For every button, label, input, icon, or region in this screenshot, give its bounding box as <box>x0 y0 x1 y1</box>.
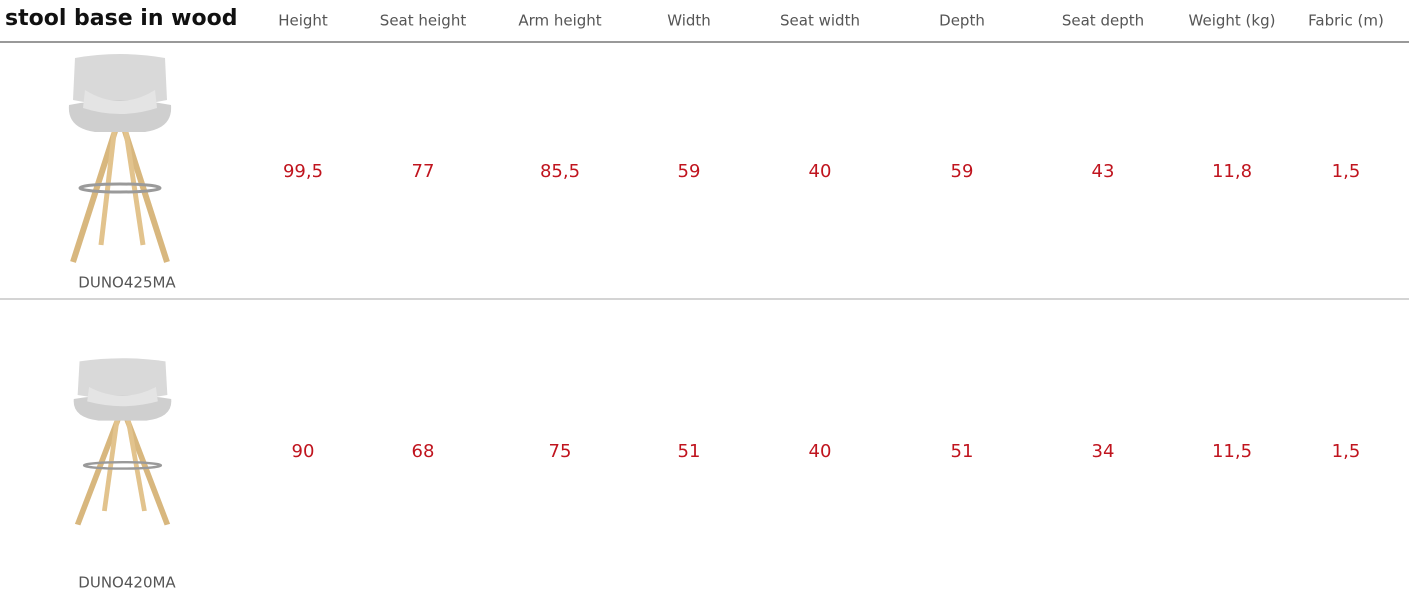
column-header: Depth <box>939 12 985 30</box>
spec-value: 77 <box>412 161 435 182</box>
column-header: Width <box>667 12 711 30</box>
spec-value: 40 <box>809 161 832 182</box>
spec-value: 34 <box>1092 441 1115 462</box>
spec-value: 59 <box>678 161 701 182</box>
spec-value: 43 <box>1092 161 1115 182</box>
column-header: Arm height <box>518 12 601 30</box>
spec-value: 11,5 <box>1212 441 1252 462</box>
spec-value: 90 <box>292 441 315 462</box>
column-header: Seat width <box>780 12 860 30</box>
column-header: Seat height <box>380 12 467 30</box>
spec-table: stool base in wood Height Seat height Arm … <box>0 0 1409 594</box>
product-image <box>74 358 172 524</box>
product-code: DUNO420MA <box>78 574 176 592</box>
spec-value: 11,8 <box>1212 161 1252 182</box>
spec-value: 85,5 <box>540 161 580 182</box>
product-image <box>69 54 171 262</box>
column-header: Seat depth <box>1062 12 1144 30</box>
spec-value: 40 <box>809 441 832 462</box>
column-header: Height <box>278 12 328 30</box>
spec-value: 59 <box>951 161 974 182</box>
column-header: Weight (kg) <box>1189 12 1276 30</box>
spec-value: 51 <box>678 441 701 462</box>
product-code: DUNO425MA <box>78 274 176 292</box>
table-title: stool base in wood <box>5 6 237 31</box>
spec-value: 1,5 <box>1332 161 1361 182</box>
spec-value: 75 <box>549 441 572 462</box>
spec-value: 68 <box>412 441 435 462</box>
spec-value: 99,5 <box>283 161 323 182</box>
column-header: Fabric (m) <box>1308 12 1384 30</box>
spec-value: 1,5 <box>1332 441 1361 462</box>
spec-value: 51 <box>951 441 974 462</box>
